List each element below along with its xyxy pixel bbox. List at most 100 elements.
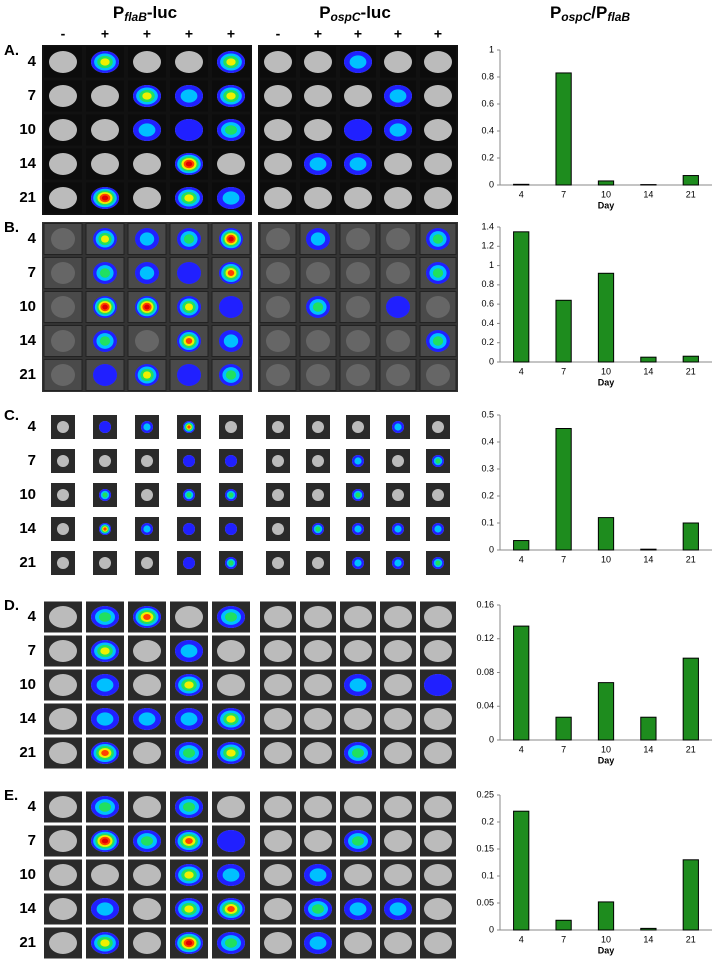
specimen [264,640,292,662]
specimen [344,864,372,886]
signal [225,455,237,467]
row-label: 14 [19,900,36,917]
specimen [344,187,372,209]
y-tick-label: 0.5 [481,409,494,419]
signal [180,89,198,103]
specimen [272,455,284,467]
y-tick-label: 0.3 [481,463,494,473]
specimen [384,742,412,764]
specimen [424,153,452,175]
specimen [346,364,370,386]
y-tick-label: 1.4 [481,221,494,231]
specimen [91,864,119,886]
signal [435,458,441,464]
signal [175,119,203,141]
signal [177,364,201,386]
specimen [344,708,372,730]
specimen [49,85,77,107]
y-tick-label: 0.4 [481,318,494,328]
specimen [384,606,412,628]
y-tick-label: 0.2 [481,152,494,162]
signal [226,749,236,757]
signal [184,681,194,689]
signal [184,905,194,913]
column-sign: + [185,26,193,42]
x-tick-label: 14 [643,366,653,376]
signal [309,936,327,950]
specimen [304,51,332,73]
bar [513,231,530,363]
specimen [426,296,450,318]
signal [217,830,245,852]
signal [100,939,110,947]
signal [394,559,402,567]
panel-label: D. [4,597,19,614]
row-label: 4 [28,798,37,815]
specimen [386,228,410,250]
specimen [352,421,364,433]
signal [96,678,114,692]
specimen [304,119,332,141]
row-label: 4 [28,418,37,435]
specimen [91,119,119,141]
y-tick-label: 0.1 [481,870,494,880]
specimen [51,364,75,386]
row-label: 4 [28,53,37,70]
bar [597,682,615,741]
specimen [133,932,161,954]
specimen [304,742,332,764]
specimen [51,296,75,318]
x-tick-label: 4 [519,744,524,754]
bar [555,919,572,931]
x-tick-label: 14 [643,744,653,754]
signal [226,58,236,66]
specimen [304,796,332,818]
column-sign: - [61,26,66,42]
specimen [264,830,292,852]
signal [143,525,151,533]
row-label: 21 [19,189,36,206]
specimen [384,51,412,73]
signal [185,940,193,946]
signal [432,234,444,244]
specimen [49,830,77,852]
specimen [266,228,290,250]
signal [389,89,407,103]
specimen [264,187,292,209]
specimen [346,262,370,284]
specimen [99,557,111,569]
signal [435,560,441,566]
signal [227,270,235,276]
specimen [133,796,161,818]
y-tick-label: 0.16 [476,599,494,609]
header-sub: ospC [331,10,361,24]
x-tick-label: 7 [561,554,566,564]
signal [225,523,237,535]
x-tick-label: 7 [561,744,566,754]
signal [101,838,109,844]
specimen [344,640,372,662]
row-label: 4 [28,230,37,247]
signal [144,304,150,310]
y-tick-label: 0 [489,356,494,366]
signal [309,868,327,882]
signal [349,678,367,692]
x-tick-label: 4 [519,189,524,199]
specimen [264,898,292,920]
x-tick-label: 7 [561,189,566,199]
specimen [384,640,412,662]
signal [227,906,235,912]
header-sub: flaB [607,10,630,24]
specimen [264,708,292,730]
x-tick-label: 10 [601,189,611,199]
specimen [384,674,412,696]
specimen [386,330,410,352]
specimen [57,421,69,433]
signal [143,371,151,379]
panel-label: E. [4,787,18,804]
specimen [175,606,203,628]
specimen [49,796,77,818]
header-sub: flaB [124,10,147,24]
row-label: 21 [19,744,36,761]
header-p: P [319,3,330,22]
